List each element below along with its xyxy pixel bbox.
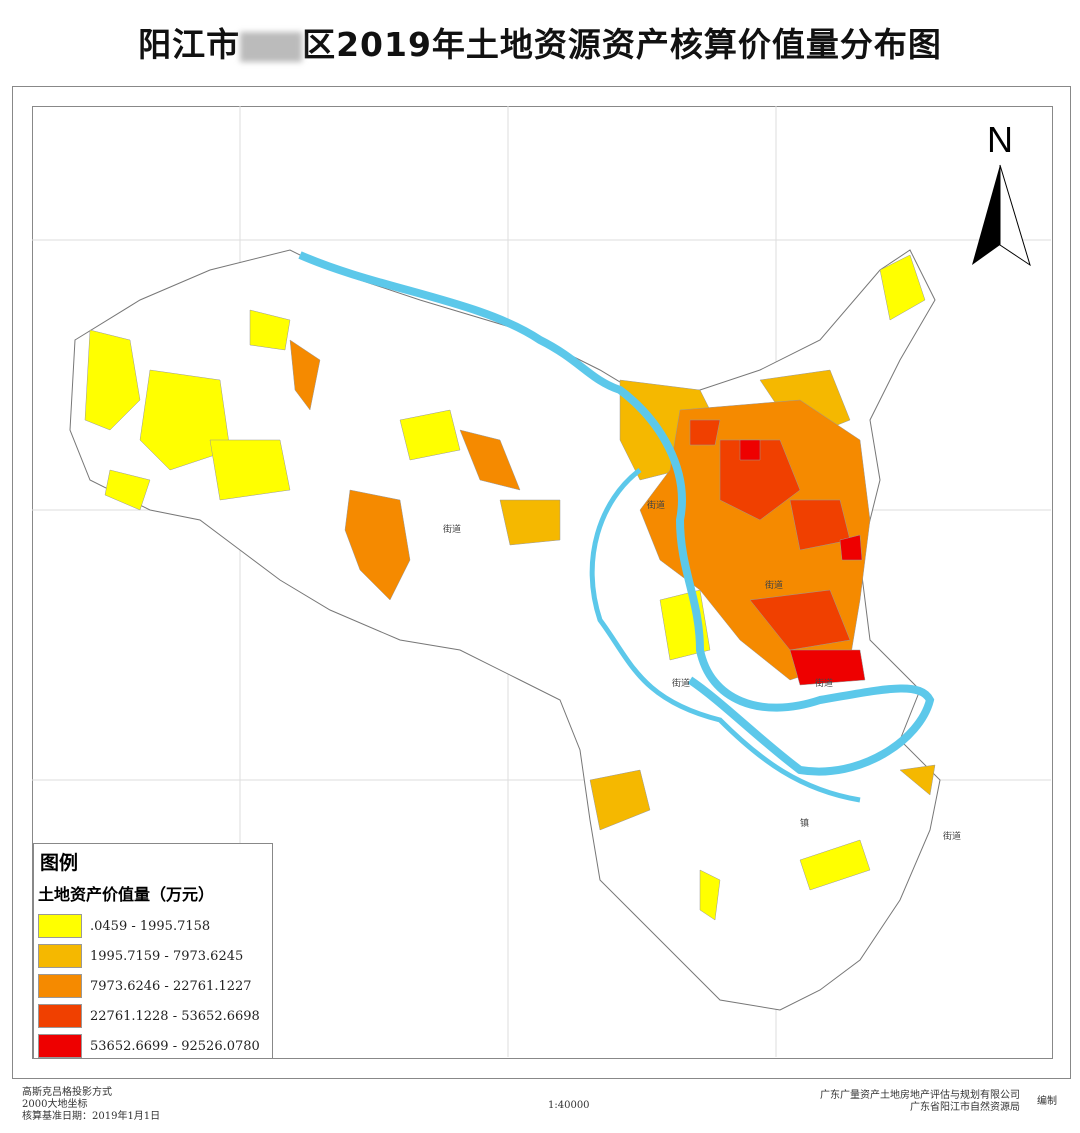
legend-item: .0459 - 1995.7158 bbox=[38, 911, 272, 941]
base-date-text: 核算基准日期：2019年1月1日 bbox=[22, 1111, 161, 1122]
river-branch bbox=[589, 468, 861, 803]
place-label: 街道 bbox=[815, 679, 834, 689]
place-label: 镇 bbox=[800, 819, 810, 829]
north-label: N bbox=[987, 119, 1013, 160]
legend-title: 图例 bbox=[40, 852, 79, 874]
legend-label: .0459 - 1995.7158 bbox=[90, 918, 211, 934]
value-yellow bbox=[84, 254, 926, 921]
map-inner-frame bbox=[32, 106, 1053, 1059]
footer-orgs: 广东广量资产土地房地产评估与规划有限公司 广东省阳江市自然资源局 bbox=[820, 1090, 1020, 1114]
legend-label: 1995.7159 - 7973.6245 bbox=[90, 948, 244, 964]
north-arrow: N bbox=[972, 119, 1031, 267]
place-label: 街道 bbox=[765, 581, 784, 591]
legend-label: 7973.6246 - 22761.1227 bbox=[90, 978, 252, 994]
legend-item: 53652.6699 - 92526.0780 bbox=[38, 1031, 272, 1061]
redacted-district bbox=[240, 31, 303, 62]
footer-left: 高斯克吕格投影方式 2000大地坐标 核算基准日期：2019年1月1日 bbox=[22, 1087, 160, 1123]
legend-swatch bbox=[38, 914, 82, 938]
projection-text: 高斯克吕格投影方式 bbox=[22, 1087, 112, 1098]
legend-subtitle: 土地资产价值量（万元） bbox=[38, 885, 215, 904]
map-outer-frame bbox=[12, 86, 1071, 1079]
legend-swatch bbox=[38, 974, 82, 998]
place-label: 街道 bbox=[443, 525, 462, 535]
title-suffix: 区2019年土地资源资产核算价值量分布图 bbox=[302, 25, 942, 64]
legend-item: 7973.6246 - 22761.1227 bbox=[38, 971, 272, 1001]
place-label: 街道 bbox=[672, 679, 691, 689]
title-prefix: 阳江市 bbox=[138, 25, 241, 64]
org-1: 广东广量资产土地房地产评估与规划有限公司 bbox=[820, 1090, 1020, 1101]
legend: 图例 土地资产价值量（万元） .0459 - 1995.7158 1995.71… bbox=[33, 843, 273, 1059]
legend-swatch bbox=[38, 944, 82, 968]
legend-item: 22761.1228 - 53652.6698 bbox=[38, 1001, 272, 1031]
place-label: 街道 bbox=[647, 501, 666, 511]
compiled-by: 编制 bbox=[1037, 1096, 1057, 1107]
org-2: 广东省阳江市自然资源局 bbox=[910, 1102, 1020, 1113]
place-label: 街道 bbox=[943, 832, 962, 842]
legend-swatch bbox=[38, 1034, 82, 1058]
scale-text: 1:40000 bbox=[548, 1100, 590, 1111]
value-red bbox=[739, 439, 866, 686]
legend-swatch bbox=[38, 1004, 82, 1028]
legend-label: 53652.6699 - 92526.0780 bbox=[90, 1038, 260, 1054]
river bbox=[298, 251, 935, 776]
legend-item: 1995.7159 - 7973.6245 bbox=[38, 941, 272, 971]
legend-label: 22761.1228 - 53652.6698 bbox=[90, 1008, 260, 1024]
coordinate-system-text: 2000大地坐标 bbox=[22, 1099, 88, 1110]
map-title: 阳江市 区2019年土地资源资产核算价值量分布图 bbox=[0, 18, 1080, 66]
